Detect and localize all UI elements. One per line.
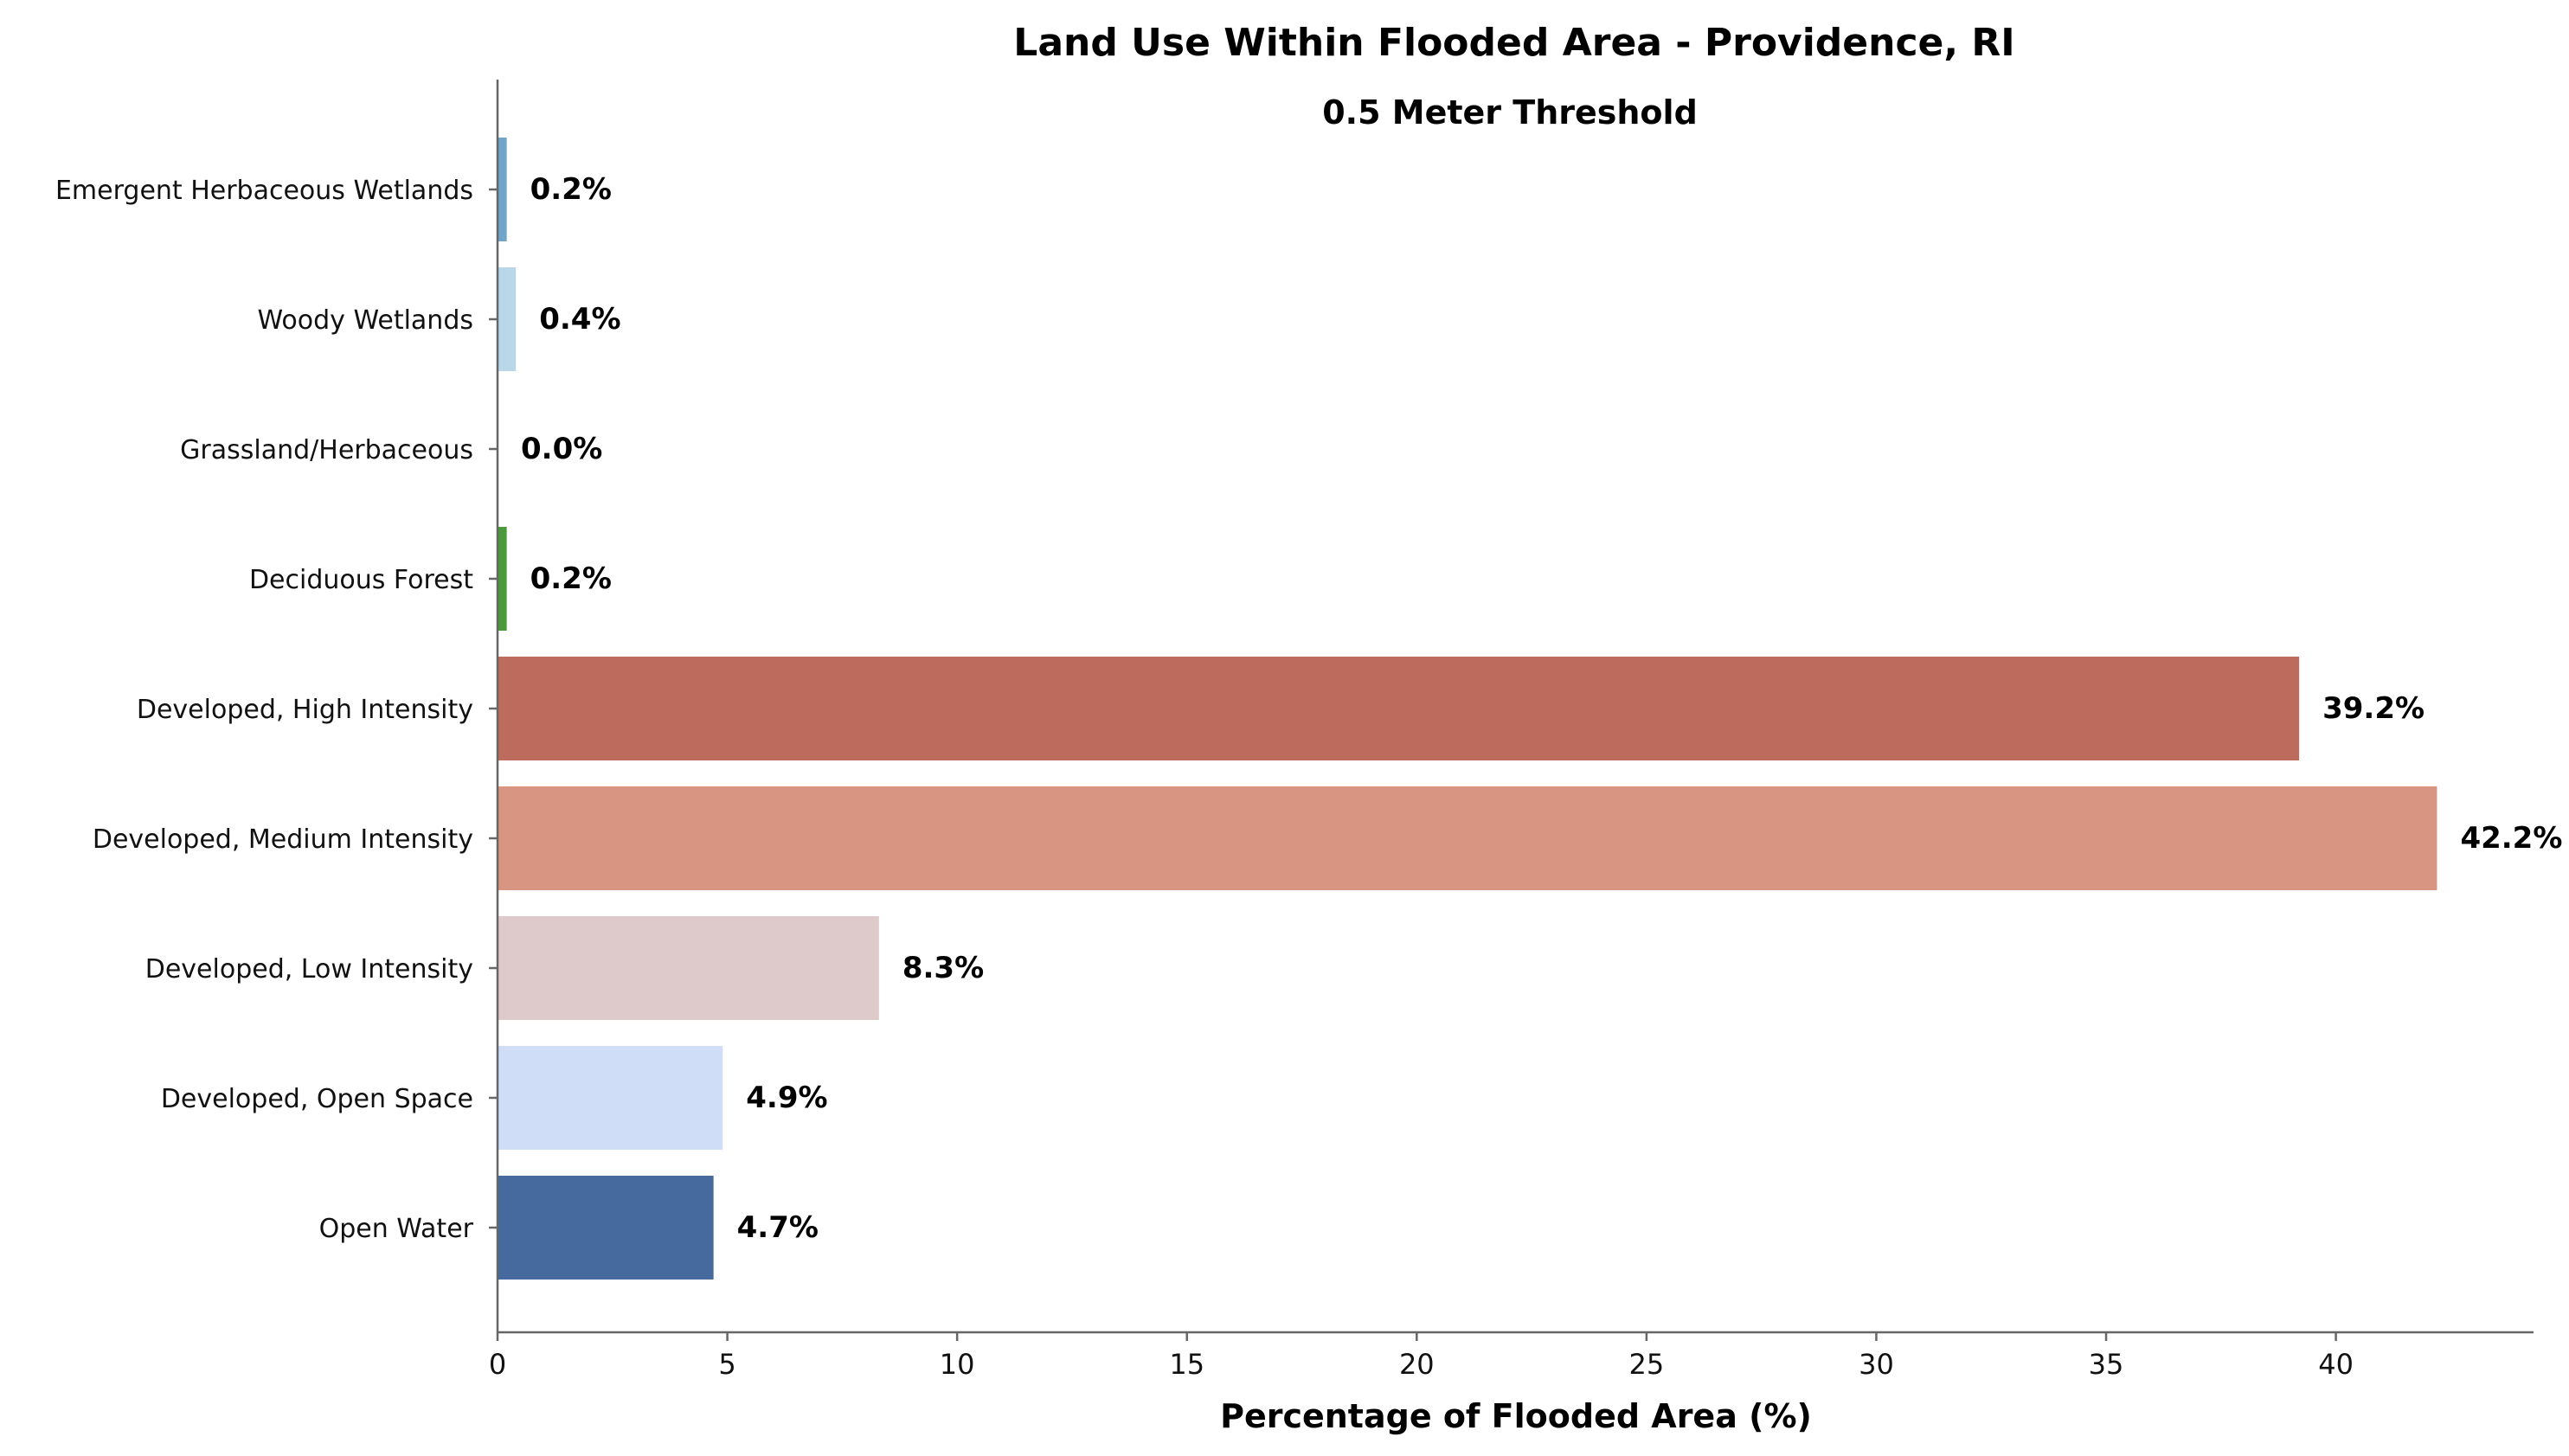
data-labels-group: 0.2% 0.4% 0.0% 0.2% 39.2% 42.2% 8.3% 4.9% 4.7% bbox=[521, 172, 2562, 1245]
bar-developed-medium-intensity bbox=[498, 786, 2437, 890]
data-label: 0.2% bbox=[530, 561, 612, 596]
data-label: 4.9% bbox=[746, 1081, 827, 1115]
x-tick-label: 10 bbox=[940, 1348, 975, 1381]
data-label: 42.2% bbox=[2460, 821, 2562, 856]
x-tick-label: 5 bbox=[718, 1348, 735, 1381]
x-tick-label: 35 bbox=[2089, 1348, 2124, 1381]
y-tick-label: Developed, High Intensity bbox=[137, 695, 473, 725]
x-tick-label: 25 bbox=[1629, 1348, 1665, 1381]
y-tick-labels-group: Emergent Herbaceous Wetlands Woody Wetlan… bbox=[55, 176, 498, 1244]
data-label: 0.2% bbox=[530, 172, 612, 207]
y-tick-label: Developed, Open Space bbox=[161, 1084, 473, 1114]
data-label: 4.7% bbox=[737, 1210, 819, 1245]
bar-developed-low-intensity bbox=[498, 916, 879, 1020]
bar-deciduous-forest bbox=[498, 527, 507, 631]
y-tick-label: Emergent Herbaceous Wetlands bbox=[55, 176, 473, 206]
data-label: 39.2% bbox=[2322, 691, 2424, 726]
x-tick-label: 15 bbox=[1169, 1348, 1204, 1381]
bar-emergent-herbaceous-wetlands bbox=[498, 138, 507, 241]
chart-subtitle: 0.5 Meter Threshold bbox=[1322, 93, 1698, 131]
bar-developed-open-space bbox=[498, 1046, 723, 1150]
data-label: 0.4% bbox=[539, 302, 620, 337]
bar-woody-wetlands bbox=[498, 267, 517, 371]
bar-developed-high-intensity bbox=[498, 657, 2300, 760]
x-tick-label: 40 bbox=[2318, 1348, 2354, 1381]
x-tick-label: 0 bbox=[489, 1348, 506, 1381]
data-label: 8.3% bbox=[902, 951, 984, 985]
x-tick-label: 30 bbox=[1859, 1348, 1894, 1381]
x-axis-label: Percentage of Flooded Area (%) bbox=[1220, 1397, 1812, 1435]
y-tick-label: Open Water bbox=[319, 1214, 474, 1244]
y-tick-label: Deciduous Forest bbox=[249, 565, 473, 595]
chart-title: Land Use Within Flooded Area - Providenc… bbox=[1013, 21, 2014, 65]
y-tick-label: Woody Wetlands bbox=[258, 305, 473, 336]
x-ticks-group: 0 5 10 15 20 25 30 35 40 bbox=[489, 1332, 2354, 1381]
x-tick-label: 20 bbox=[1399, 1348, 1435, 1381]
y-tick-label: Developed, Medium Intensity bbox=[93, 824, 473, 855]
data-label: 0.0% bbox=[521, 432, 602, 466]
y-tick-label: Developed, Low Intensity bbox=[145, 954, 473, 985]
bars-group bbox=[498, 138, 2437, 1280]
y-tick-label: Grassland/Herbaceous bbox=[180, 435, 473, 465]
bar-open-water bbox=[498, 1176, 714, 1280]
